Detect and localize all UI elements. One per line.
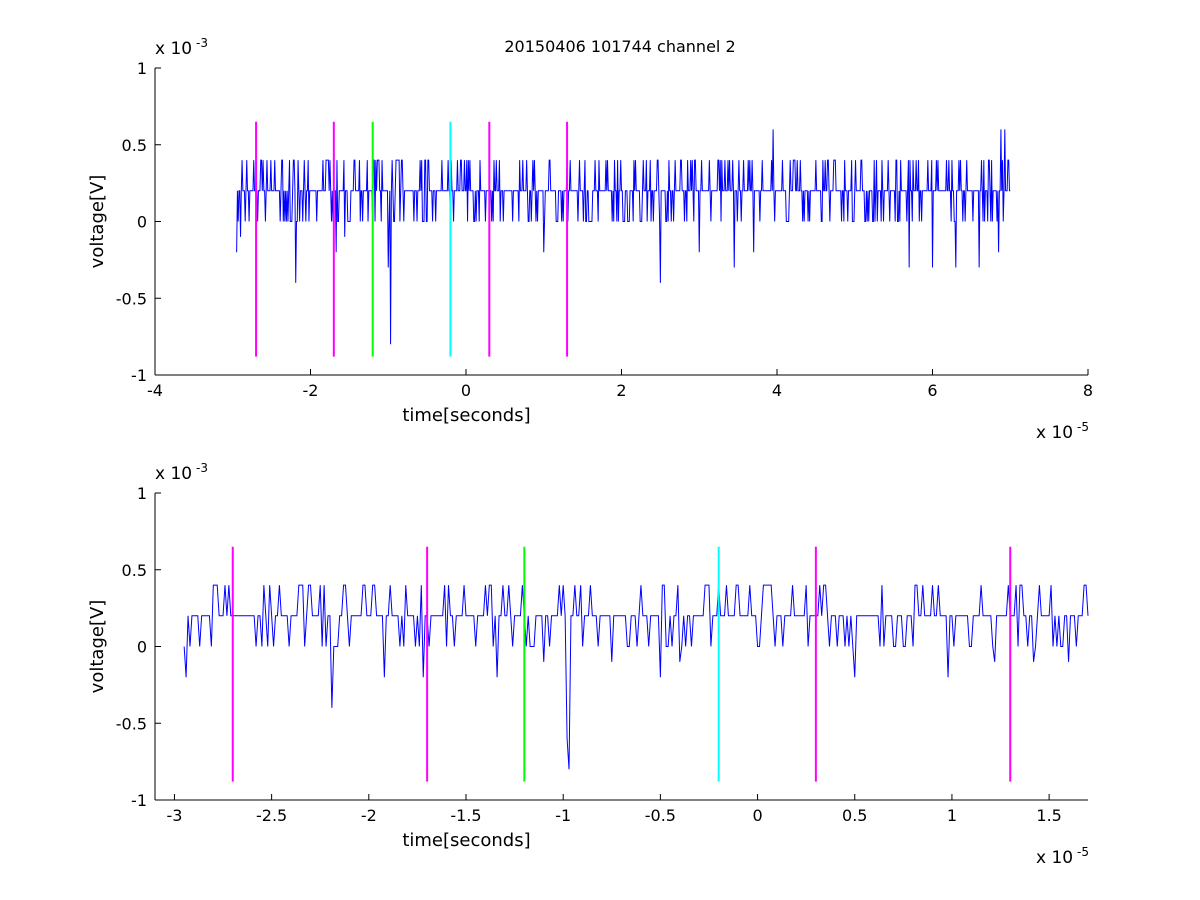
x-tick-label: 8	[1083, 381, 1093, 400]
y-axis-label: voltage[V]	[87, 600, 108, 694]
y-exponent-base: x 10	[155, 39, 192, 59]
y-exponent-base: x 10	[155, 464, 192, 484]
x-tick-label: -0.5	[645, 806, 676, 825]
x-tick-label: 6	[927, 381, 937, 400]
x-tick-label: -4	[147, 381, 163, 400]
x-tick-label: -2	[361, 806, 377, 825]
x-tick-label: -1	[555, 806, 571, 825]
y-exponent-power: -3	[196, 36, 208, 50]
y-tick-label: 0	[137, 638, 147, 657]
x-tick-label: -3	[166, 806, 182, 825]
y-tick-label: 0	[137, 213, 147, 232]
x-tick-label: 0	[461, 381, 471, 400]
y-exponent-power: -3	[196, 461, 208, 475]
x-tick-label: 4	[772, 381, 782, 400]
x-exponent-base: x 10	[1036, 423, 1073, 443]
y-tick-label: -1	[131, 366, 147, 385]
axes-top: -4 -2 0 2 4 6 8 -1 -0.5 0 0.5 1 time[seconds] voltage…	[87, 36, 1093, 443]
signal-trace	[236, 129, 1011, 345]
figure-title: 20150406 101744 channel 2	[504, 37, 735, 56]
y-tick-label: -1	[131, 791, 147, 810]
y-axis-label: voltage[V]	[87, 175, 108, 269]
x-exponent-power: -5	[1077, 845, 1089, 859]
y-tick-label: 1	[137, 484, 147, 503]
x-exponent-power: -5	[1077, 420, 1089, 434]
x-tick-label: -1.5	[450, 806, 481, 825]
axes-bottom: -3 -2.5 -2 -1.5 -1 -0.5 0 0.5 1 1.5 -1 -0.5 0 0.5 1 tim…	[87, 461, 1089, 868]
y-tick-label: -0.5	[116, 714, 147, 733]
x-tick-label: 0	[752, 806, 762, 825]
x-tick-label: 1.5	[1036, 806, 1061, 825]
x-exponent-base: x 10	[1036, 848, 1073, 868]
x-tick-label: 2	[616, 381, 626, 400]
x-tick-label: 0.5	[842, 806, 867, 825]
y-tick-label: 0.5	[122, 561, 147, 580]
y-tick-label: 0.5	[122, 136, 147, 155]
y-tick-label: -0.5	[116, 289, 147, 308]
x-tick-label: -2	[303, 381, 319, 400]
signal-trace	[183, 584, 1089, 770]
x-axis-label: time[seconds]	[402, 405, 530, 426]
x-tick-label: -2.5	[256, 806, 287, 825]
y-tick-label: 1	[137, 59, 147, 78]
x-axis-label: time[seconds]	[402, 830, 530, 851]
x-tick-label: 1	[947, 806, 957, 825]
